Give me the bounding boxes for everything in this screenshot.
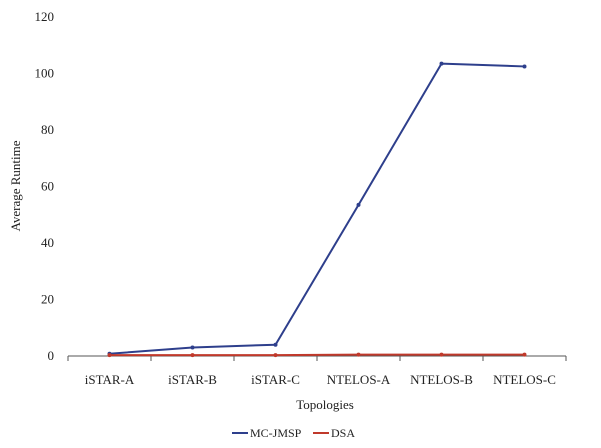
data-point [190, 345, 195, 350]
data-point [107, 353, 112, 358]
data-point [439, 352, 444, 357]
y-axis-ticks: 0 20 40 60 80 100 120 [35, 9, 55, 363]
x-tick-label: NTELOS-B [410, 372, 473, 387]
series-line [109, 62, 525, 355]
series-line [109, 353, 525, 357]
x-axis-title: Topologies [296, 397, 354, 412]
legend-item: MC-JMSP [232, 426, 302, 440]
x-tick-label: NTELOS-A [327, 372, 391, 387]
legend-item: DSA [313, 426, 355, 440]
series-layer [107, 61, 527, 358]
y-tick-label: 60 [41, 179, 54, 194]
data-point [356, 202, 361, 207]
x-tick-label: iSTAR-A [85, 372, 135, 387]
y-tick-label: 80 [41, 122, 54, 137]
x-tick-label: iSTAR-C [251, 372, 300, 387]
x-tick-label: NTELOS-C [493, 372, 556, 387]
data-point [190, 353, 195, 358]
y-tick-label: 40 [41, 235, 54, 250]
series-dsa [107, 352, 527, 358]
data-point [439, 61, 444, 66]
series-mc-jmsp [107, 61, 527, 356]
data-point [356, 352, 361, 357]
y-tick-label: 100 [35, 66, 55, 81]
y-tick-label: 20 [41, 292, 54, 307]
data-point [522, 64, 527, 69]
legend: MC-JMSP DSA [232, 426, 355, 440]
data-point [273, 353, 278, 358]
y-tick-label: 120 [35, 9, 55, 24]
y-tick-label: 0 [48, 348, 55, 363]
legend-label: MC-JMSP [250, 426, 302, 440]
x-axis-ticks: iSTAR-A iSTAR-B iSTAR-C NTELOS-A NTELOS-B NTE… [67, 356, 567, 387]
data-point [273, 342, 278, 347]
legend-label: DSA [331, 426, 355, 440]
data-point [522, 352, 527, 357]
x-tick-label: iSTAR-B [168, 372, 217, 387]
y-axis-title: Average Runtime [8, 140, 23, 231]
